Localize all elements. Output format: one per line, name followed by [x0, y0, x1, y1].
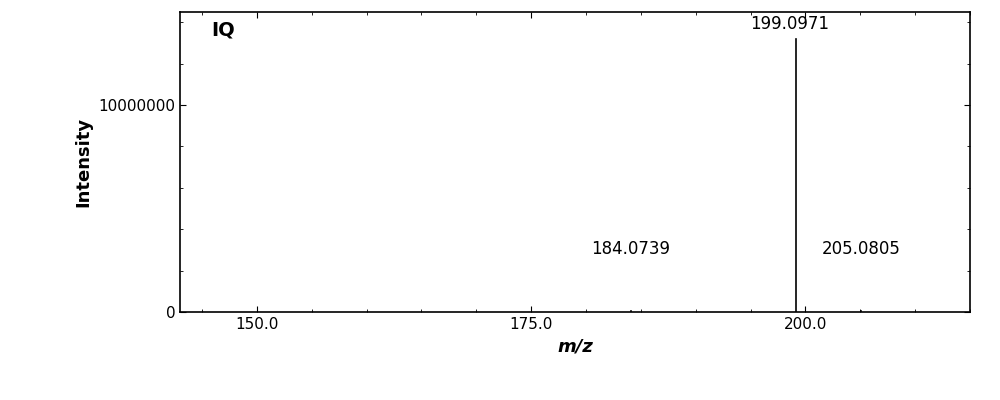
Text: 199.0971: 199.0971: [751, 15, 830, 33]
Text: IQ: IQ: [212, 21, 235, 40]
Y-axis label: Intensity: Intensity: [75, 117, 93, 207]
X-axis label: m/z: m/z: [557, 338, 593, 356]
Text: 184.0739: 184.0739: [591, 240, 670, 258]
Text: 205.0805: 205.0805: [822, 240, 901, 258]
